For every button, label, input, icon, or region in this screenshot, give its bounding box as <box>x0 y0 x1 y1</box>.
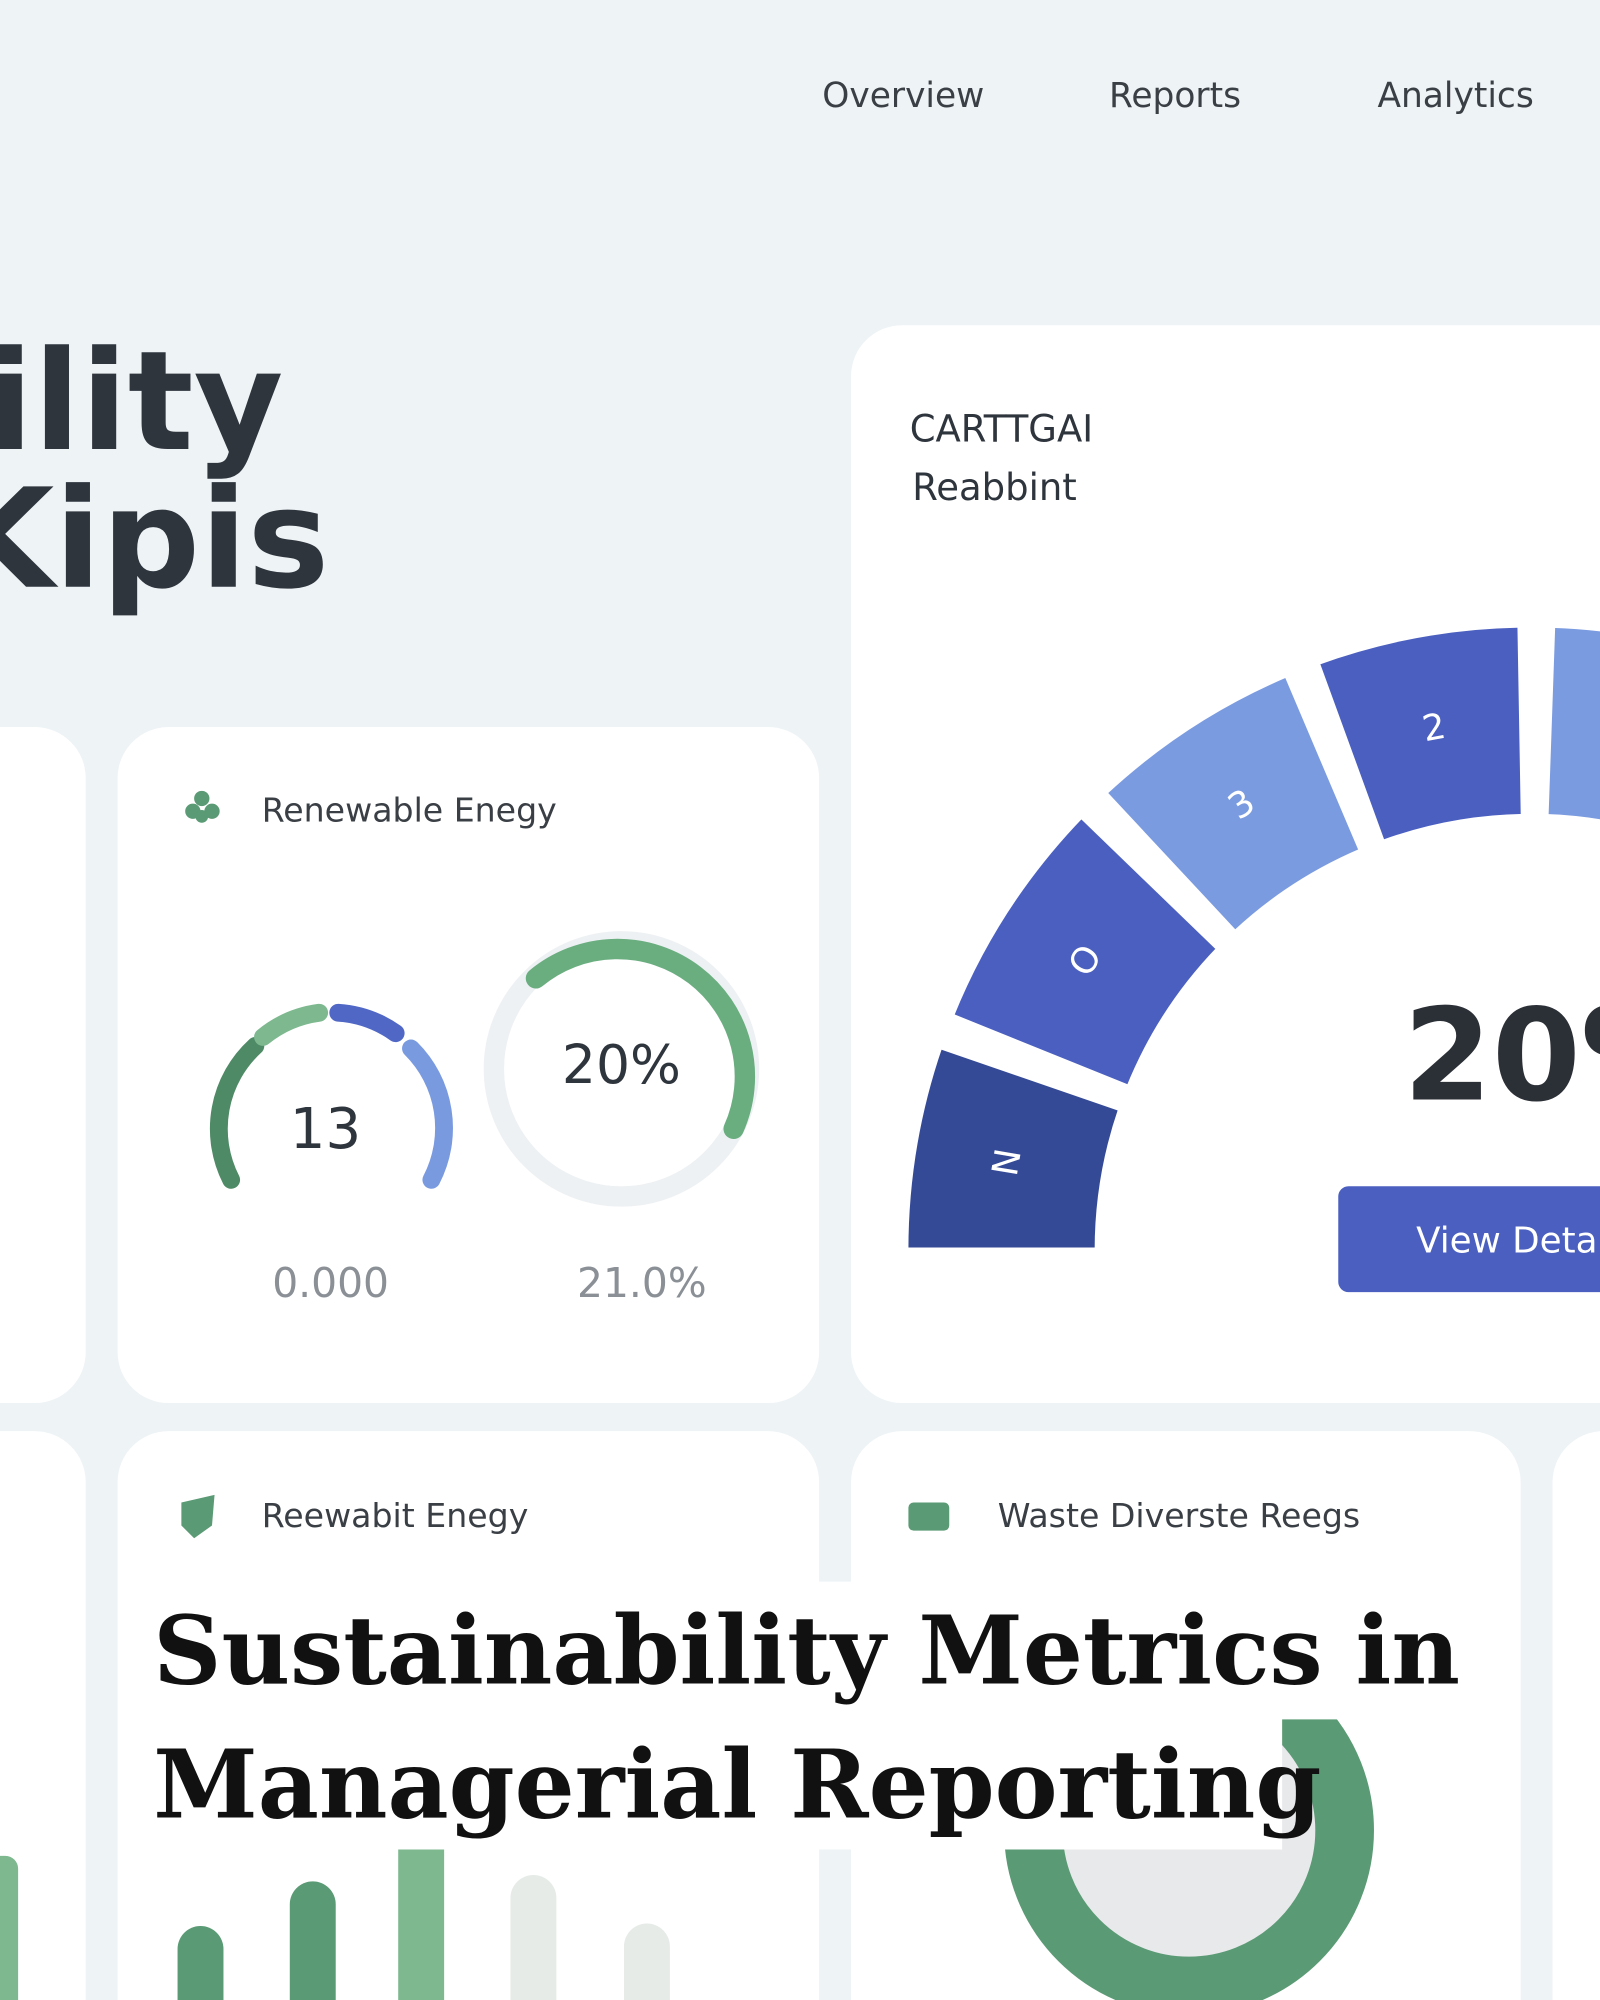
card-title: CARTTGAI <box>910 407 1093 450</box>
gauge-value: 13 <box>290 1097 361 1162</box>
gauge <box>209 1003 453 1189</box>
leaf-icon <box>185 790 220 823</box>
gauge-segment <box>1313 622 1526 846</box>
card-subtitle: Reabbint <box>912 466 1077 509</box>
card-footer: 21.0% <box>577 1259 707 1307</box>
nav-link[interactable]: Reports <box>1109 76 1241 116</box>
headline-backdrop <box>143 1715 1283 1850</box>
card-title: Waste Diverste Reegs <box>998 1496 1360 1535</box>
gauge-segment <box>903 1043 1125 1253</box>
box-icon <box>908 1502 950 1531</box>
gauge-segment <box>948 812 1223 1091</box>
headline-backdrop <box>143 1581 1406 1720</box>
card <box>0 727 86 1404</box>
headline: Sustainability Metrics in <box>153 1596 1460 1707</box>
card <box>117 727 820 1404</box>
card-footer: 0.000 <box>272 1259 389 1307</box>
gauge-segment <box>1543 622 1600 825</box>
hero-title: bility <box>0 322 283 482</box>
big-value: 20% <box>1403 982 1600 1130</box>
gauge-segment <box>1101 671 1365 937</box>
card <box>1552 1431 1600 2000</box>
bar-decoration <box>0 1843 670 2000</box>
ring-value: 20% <box>562 1033 681 1096</box>
hero-title: Kipis <box>0 460 329 620</box>
headline: Managerial Reporting <box>153 1730 1321 1841</box>
shield-icon <box>181 1494 215 1539</box>
view-details-button[interactable] <box>1338 1186 1600 1293</box>
card-title: Renewable Enegy <box>262 790 557 829</box>
ring-arc <box>525 938 756 1140</box>
button-label[interactable]: View Detai <box>1416 1221 1600 1262</box>
nav-link[interactable]: Overview <box>822 76 984 116</box>
card-title: Reewabit Enegy <box>262 1496 529 1535</box>
segment-label: N <box>985 1146 1030 1179</box>
card <box>0 1431 86 2000</box>
nav-link[interactable]: Analytics <box>1377 76 1533 116</box>
